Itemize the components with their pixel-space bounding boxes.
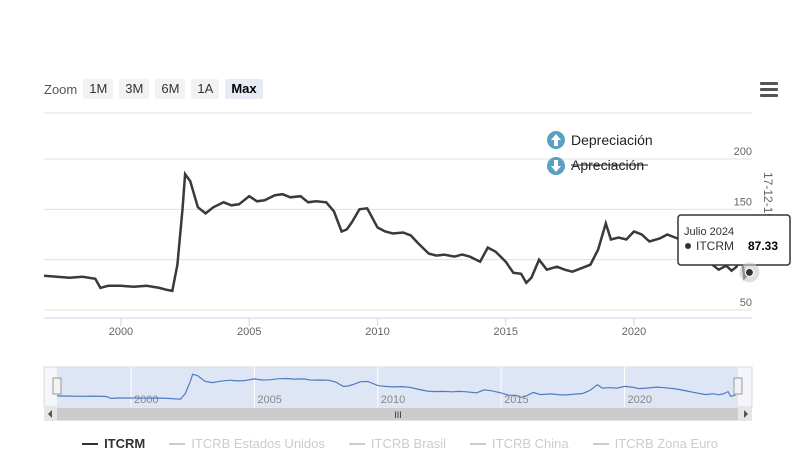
legend-label: ITCRB Zona Euro: [614, 436, 718, 451]
navigator-right-handle[interactable]: [733, 377, 743, 395]
legend-item[interactable]: ITCRM: [82, 436, 145, 451]
hover-marker: [739, 262, 760, 283]
legend-label: ITCRB China: [492, 436, 569, 451]
navigator-scrollbar-thumb[interactable]: [57, 408, 738, 420]
tooltip-value: 87.33: [748, 239, 778, 253]
navigator-tick-label: 2010: [381, 394, 405, 406]
y-tick-label: 150: [734, 196, 752, 208]
navigator-tick-label: 2015: [504, 394, 528, 406]
y-tick-label: 200: [734, 146, 752, 158]
depreciation-label: Depreciación: [571, 132, 653, 148]
navigator-line: [56, 373, 736, 400]
x-tick-label: 2015: [493, 326, 517, 338]
legend-label: ITCRB Estados Unidos: [191, 436, 325, 451]
zoom-bar: Zoom 1M 3M 6M 1A Max: [44, 78, 269, 100]
zoom-label: Zoom: [44, 81, 78, 97]
legend-label: ITCRM: [104, 436, 146, 451]
x-tick-label: 2000: [109, 326, 133, 338]
x-axis-ticks: 2000 2005 2010 2015 2020: [109, 318, 646, 338]
legend-item[interactable]: ITCRB Estados Unidos: [169, 436, 325, 451]
y-axis-ticks: 50 150 200: [734, 146, 752, 309]
scroll-right-arrow-icon[interactable]: [744, 410, 748, 418]
navigator[interactable]: 2000 2005 2010 2015 2020 III: [43, 366, 753, 421]
zoom-3m-button[interactable]: 3M: [119, 79, 150, 99]
tooltip-series: ITCRM: [696, 239, 734, 253]
navigator-left-handle[interactable]: [52, 377, 62, 395]
y-tick-label: 50: [740, 297, 752, 309]
zoom-max-button[interactable]: Max: [225, 79, 263, 99]
legend: ITCRM ITCRB Estados Unidos ITCRB Brasil ITC…: [0, 436, 800, 451]
tooltip: Julio 2024 ITCRM 87.33: [677, 214, 791, 266]
zoom-1a-button[interactable]: 1A: [191, 79, 220, 99]
tooltip-title: Julio 2024: [684, 226, 734, 238]
legend-label: ITCRB Brasil: [370, 436, 447, 451]
x-tick-label: 2020: [622, 326, 646, 338]
legend-swatch-icon: [82, 442, 99, 445]
series-line-itcrm: [43, 170, 751, 293]
scroll-left-arrow-icon[interactable]: [48, 410, 52, 418]
x-tick-label: 2005: [237, 326, 261, 338]
navigator-tick-label: 2005: [257, 394, 281, 406]
navigator-tick-label: 2000: [134, 394, 158, 406]
scrollbar-grip-icon: III: [394, 410, 402, 420]
hamburger-menu-icon[interactable]: [760, 82, 778, 98]
x-tick-label: 2010: [365, 326, 389, 338]
legend-swatch-icon: [348, 442, 365, 445]
side-vertical-label: 17-12-15: [761, 172, 775, 220]
navigator-tick-label: 2020: [628, 394, 652, 406]
annotation-group: Depreciación Apreciación: [547, 131, 653, 175]
legend-swatch-icon: [592, 442, 609, 445]
zoom-1m-button[interactable]: 1M: [83, 79, 114, 99]
legend-item[interactable]: ITCRB China: [470, 436, 569, 451]
grid-lines: [44, 112, 752, 311]
legend-item[interactable]: ITCRB Zona Euro: [592, 436, 718, 451]
legend-swatch-icon: [169, 442, 186, 445]
legend-item[interactable]: ITCRB Brasil: [348, 436, 447, 451]
zoom-6m-button[interactable]: 6M: [155, 79, 186, 99]
legend-swatch-icon: [470, 442, 487, 445]
